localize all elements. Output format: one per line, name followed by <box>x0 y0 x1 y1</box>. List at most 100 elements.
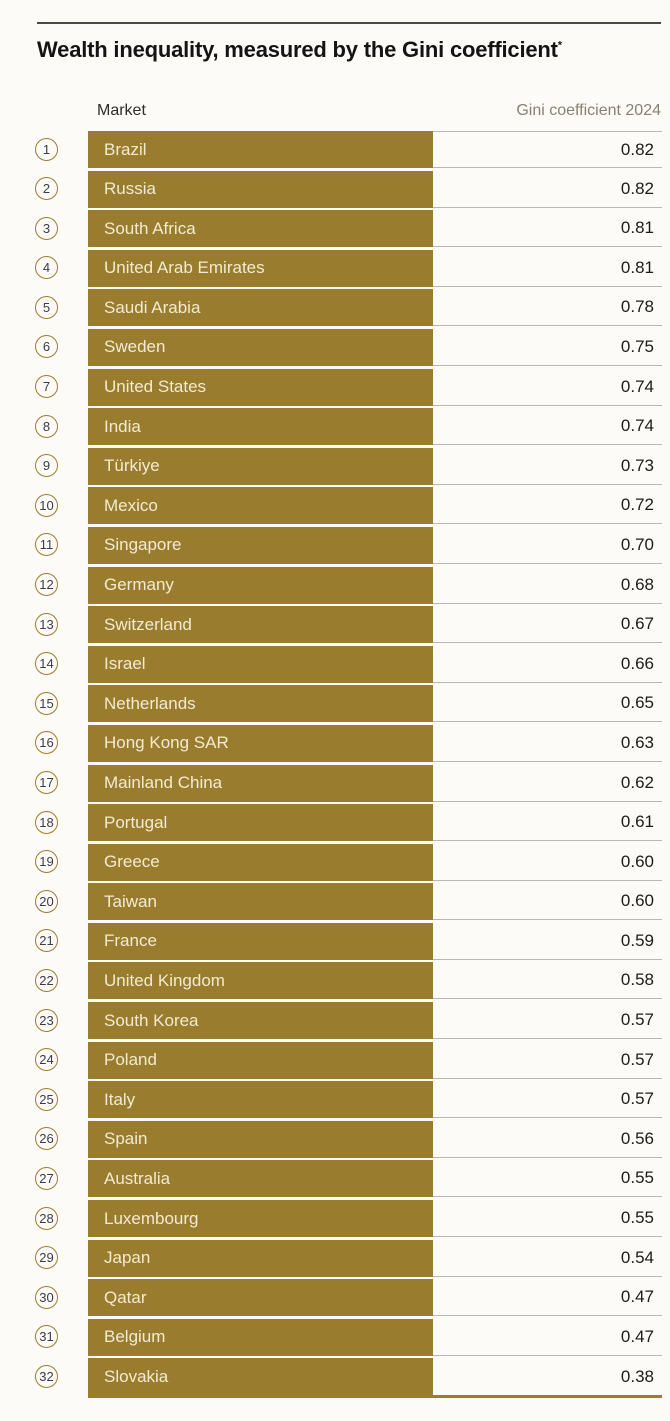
rank-cell: 10 <box>0 487 88 524</box>
rank-cell: 12 <box>0 567 88 604</box>
gini-value: 0.59 <box>433 923 662 960</box>
market-name: Hong Kong SAR <box>104 733 229 753</box>
gini-value: 0.56 <box>433 1121 662 1158</box>
market-name: Singapore <box>104 535 182 555</box>
gini-value: 0.73 <box>433 448 662 485</box>
gini-value: 0.74 <box>433 408 662 446</box>
market-name: United Arab Emirates <box>104 258 265 278</box>
market-bar: United States <box>88 368 433 406</box>
rank-cell: 18 <box>0 804 88 841</box>
rank-cell: 17 <box>0 765 88 802</box>
gini-value: 0.82 <box>433 131 662 168</box>
rank-cell: 7 <box>0 369 88 406</box>
market-name: Greece <box>104 852 160 872</box>
gini-value: 0.47 <box>433 1319 662 1356</box>
table-row: 26 Spain 0.56 <box>0 1120 662 1158</box>
gini-value: 0.55 <box>433 1200 662 1238</box>
gini-value: 0.57 <box>433 1002 662 1040</box>
table-row: 21 France 0.59 <box>0 922 662 960</box>
market-bar: Germany <box>88 566 433 604</box>
gini-value: 0.81 <box>433 210 662 248</box>
rank-badge: 12 <box>35 573 58 597</box>
rank-cell: 24 <box>0 1042 88 1079</box>
gini-value: 0.60 <box>433 844 662 881</box>
table-row: 4 United Arab Emirates 0.81 <box>0 249 662 287</box>
table-row: 19 Greece 0.60 <box>0 843 662 881</box>
market-bar: Brazil <box>88 131 433 168</box>
rank-cell: 16 <box>0 725 88 762</box>
rank-badge: 22 <box>35 968 58 992</box>
rank-badge: 28 <box>35 1206 58 1230</box>
market-name: United Kingdom <box>104 970 225 990</box>
table-row: 24 Poland 0.57 <box>0 1041 662 1079</box>
table-row: 11 Singapore 0.70 <box>0 526 662 564</box>
rank-cell: 5 <box>0 289 88 326</box>
market-bar: Mainland China <box>88 764 433 802</box>
rank-badge: 21 <box>35 929 58 953</box>
table-row: 18 Portugal 0.61 <box>0 804 662 842</box>
market-name: Australia <box>104 1168 171 1188</box>
rank-cell: 14 <box>0 646 88 683</box>
market-bar: United Arab Emirates <box>88 249 433 287</box>
gini-value: 0.61 <box>433 804 662 842</box>
column-headers: Market Gini coefficient 2024 <box>0 102 670 124</box>
table-row: 31 Belgium 0.47 <box>0 1318 662 1356</box>
table-row: 15 Netherlands 0.65 <box>0 685 662 723</box>
table-row: 25 Italy 0.57 <box>0 1081 662 1119</box>
gini-value: 0.57 <box>433 1042 662 1079</box>
table-row: 2 Russia 0.82 <box>0 170 662 208</box>
rank-cell: 22 <box>0 962 88 999</box>
rank-badge: 30 <box>35 1285 58 1309</box>
rank-cell: 19 <box>0 844 88 881</box>
rank-badge: 1 <box>35 137 58 161</box>
table-row: 6 Sweden 0.75 <box>0 328 662 366</box>
rank-badge: 5 <box>35 295 58 319</box>
market-name: Türkiye <box>104 456 160 476</box>
rank-cell: 20 <box>0 883 88 920</box>
market-bar: South Korea <box>88 1002 433 1040</box>
rank-badge: 31 <box>35 1325 58 1349</box>
market-name: South Korea <box>104 1010 199 1030</box>
gini-value: 0.81 <box>433 250 662 287</box>
market-bar: Japan <box>88 1239 433 1277</box>
market-name: Sweden <box>104 337 166 357</box>
table-row: 16 Hong Kong SAR 0.63 <box>0 724 662 762</box>
table-row: 1 Brazil 0.82 <box>0 131 662 168</box>
rank-badge: 6 <box>35 335 58 359</box>
rank-badge: 16 <box>35 731 58 755</box>
market-bar: Italy <box>88 1081 433 1119</box>
column-header-gini-2024: Gini coefficient 2024 <box>516 102 661 119</box>
market-name: United States <box>104 377 207 397</box>
market-bar: Sweden <box>88 328 433 366</box>
market-bar: Netherlands <box>88 685 433 723</box>
market-name: Saudi Arabia <box>104 297 201 317</box>
table-row: 12 Germany 0.68 <box>0 566 662 604</box>
table-row: 27 Australia 0.55 <box>0 1160 662 1198</box>
rank-cell: 2 <box>0 171 88 208</box>
market-bar: Australia <box>88 1160 433 1198</box>
rank-badge: 2 <box>35 177 58 201</box>
rank-badge: 4 <box>35 256 58 280</box>
rank-cell: 29 <box>0 1240 88 1277</box>
rank-badge: 20 <box>35 889 58 913</box>
market-name: Belgium <box>104 1327 166 1347</box>
rank-cell: 4 <box>0 250 88 287</box>
table-row: 29 Japan 0.54 <box>0 1239 662 1277</box>
rank-badge: 32 <box>35 1364 58 1388</box>
table-rows: 1 Brazil 0.82 2 Russia 0.82 3 South Africa 0.81 4… <box>0 131 662 1396</box>
rank-cell: 6 <box>0 329 88 366</box>
top-rule <box>37 22 661 24</box>
market-name: Netherlands <box>104 693 196 713</box>
market-name: India <box>104 416 141 436</box>
market-bar: Luxembourg <box>88 1200 433 1238</box>
rank-badge: 3 <box>35 216 58 240</box>
gini-value: 0.54 <box>433 1240 662 1277</box>
market-bar: India <box>88 408 433 446</box>
gini-value: 0.67 <box>433 606 662 644</box>
rank-badge: 29 <box>35 1246 58 1270</box>
rank-cell: 9 <box>0 448 88 485</box>
market-name: France <box>104 931 157 951</box>
rank-cell: 11 <box>0 527 88 564</box>
gini-value: 0.55 <box>433 1160 662 1198</box>
market-name: Russia <box>104 179 156 199</box>
